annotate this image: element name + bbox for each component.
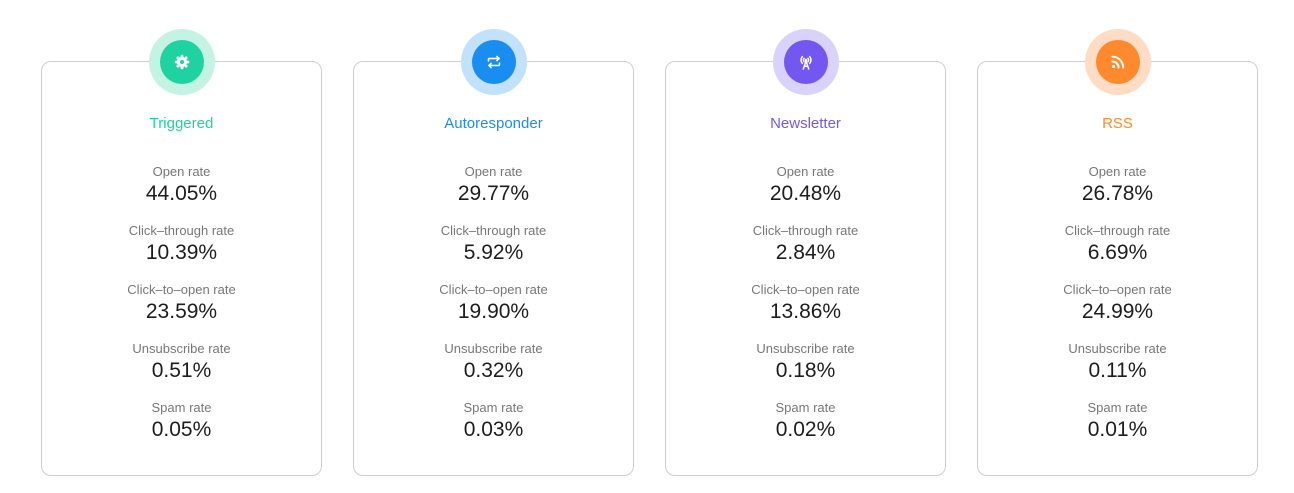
metric-value: 19.90% bbox=[457, 300, 530, 323]
metric-label: Spam rate bbox=[463, 400, 524, 415]
metric-label: Open rate bbox=[776, 164, 835, 179]
metric-open-rate: Open rate 20.48% bbox=[666, 163, 945, 222]
metric-value: 0.03% bbox=[463, 418, 524, 441]
card-autoresponder: Autoresponder Open rate 29.77% Click–thr… bbox=[353, 29, 634, 476]
metric-click-to-open-rate: Click–to–open rate 23.59% bbox=[42, 281, 321, 340]
metric-click-through-rate: Click–through rate 6.69% bbox=[978, 222, 1257, 281]
metric-label: Click–through rate bbox=[440, 223, 547, 238]
metric-value: 0.32% bbox=[463, 359, 524, 382]
triggered-badge bbox=[148, 29, 215, 95]
metric-value: 0.11% bbox=[1088, 359, 1147, 382]
metric-value: 0.02% bbox=[775, 418, 836, 441]
newsletter-badge bbox=[772, 29, 839, 95]
repeat-icon bbox=[486, 54, 502, 70]
card-title: Triggered bbox=[149, 115, 214, 132]
rss-icon bbox=[1110, 54, 1126, 70]
card-title: Newsletter bbox=[770, 115, 841, 132]
metric-open-rate: Open rate 44.05% bbox=[42, 163, 321, 222]
metrics-list: Open rate 26.78% Click–through rate 6.69… bbox=[978, 163, 1257, 458]
metric-value: 0.18% bbox=[775, 359, 836, 382]
metric-value: 6.69% bbox=[1087, 241, 1148, 264]
metric-spam-rate: Spam rate 0.03% bbox=[354, 399, 633, 458]
metric-unsubscribe-rate: Unsubscribe rate 0.51% bbox=[42, 340, 321, 399]
metric-unsubscribe-rate: Unsubscribe rate 0.18% bbox=[666, 340, 945, 399]
metric-label: Unsubscribe rate bbox=[132, 341, 231, 356]
rss-badge bbox=[1084, 29, 1151, 95]
broadcast-antenna-icon bbox=[797, 53, 815, 71]
metric-click-through-rate: Click–through rate 2.84% bbox=[666, 222, 945, 281]
metric-value: 0.05% bbox=[151, 418, 212, 441]
metric-spam-rate: Spam rate 0.01% bbox=[978, 399, 1257, 458]
metric-label: Open rate bbox=[152, 164, 211, 179]
card-newsletter: Newsletter Open rate 20.48% Click–throug… bbox=[665, 29, 946, 476]
metric-label: Click–to–open rate bbox=[127, 282, 236, 297]
metric-label: Unsubscribe rate bbox=[444, 341, 543, 356]
metric-value: 23.59% bbox=[145, 300, 218, 323]
metric-unsubscribe-rate: Unsubscribe rate 0.11% bbox=[978, 340, 1257, 399]
gear-icon bbox=[174, 54, 190, 70]
metric-label: Spam rate bbox=[775, 400, 836, 415]
metric-value: 29.77% bbox=[457, 182, 530, 205]
card-triggered: Triggered Open rate 44.05% Click–through… bbox=[41, 29, 322, 476]
metric-value: 10.39% bbox=[145, 241, 218, 264]
metric-label: Unsubscribe rate bbox=[756, 341, 855, 356]
metric-value: 44.05% bbox=[145, 182, 218, 205]
metric-value: 2.84% bbox=[775, 241, 836, 264]
metric-label: Open rate bbox=[1088, 164, 1147, 179]
metric-value: 24.99% bbox=[1081, 300, 1154, 323]
metric-label: Open rate bbox=[464, 164, 523, 179]
metric-label: Click–to–open rate bbox=[439, 282, 548, 297]
metric-click-through-rate: Click–through rate 10.39% bbox=[42, 222, 321, 281]
metric-click-to-open-rate: Click–to–open rate 19.90% bbox=[354, 281, 633, 340]
metric-label: Click–to–open rate bbox=[751, 282, 860, 297]
metric-label: Click–through rate bbox=[752, 223, 859, 238]
metric-click-to-open-rate: Click–to–open rate 24.99% bbox=[978, 281, 1257, 340]
metric-label: Spam rate bbox=[1087, 400, 1148, 415]
metric-open-rate: Open rate 29.77% bbox=[354, 163, 633, 222]
metric-click-through-rate: Click–through rate 5.92% bbox=[354, 222, 633, 281]
metric-value: 0.01% bbox=[1087, 418, 1148, 441]
card-title: RSS bbox=[1102, 115, 1133, 132]
metrics-list: Open rate 29.77% Click–through rate 5.92… bbox=[354, 163, 633, 458]
metric-spam-rate: Spam rate 0.02% bbox=[666, 399, 945, 458]
metric-value: 26.78% bbox=[1081, 182, 1154, 205]
metric-value: 13.86% bbox=[769, 300, 842, 323]
metrics-list: Open rate 20.48% Click–through rate 2.84… bbox=[666, 163, 945, 458]
metric-value: 5.92% bbox=[463, 241, 524, 264]
metric-unsubscribe-rate: Unsubscribe rate 0.32% bbox=[354, 340, 633, 399]
metric-open-rate: Open rate 26.78% bbox=[978, 163, 1257, 222]
card-title: Autoresponder bbox=[444, 115, 543, 132]
metric-value: 20.48% bbox=[769, 182, 842, 205]
metric-label: Click–through rate bbox=[128, 223, 235, 238]
card-rss: RSS Open rate 26.78% Click–through rate … bbox=[977, 29, 1258, 476]
metric-label: Spam rate bbox=[151, 400, 212, 415]
autoresponder-badge bbox=[460, 29, 527, 95]
metric-label: Click–through rate bbox=[1064, 223, 1171, 238]
metric-label: Unsubscribe rate bbox=[1068, 341, 1167, 356]
metric-value: 0.51% bbox=[151, 359, 212, 382]
metric-click-to-open-rate: Click–to–open rate 13.86% bbox=[666, 281, 945, 340]
metric-label: Click–to–open rate bbox=[1063, 282, 1172, 297]
metrics-list: Open rate 44.05% Click–through rate 10.3… bbox=[42, 163, 321, 458]
metric-spam-rate: Spam rate 0.05% bbox=[42, 399, 321, 458]
